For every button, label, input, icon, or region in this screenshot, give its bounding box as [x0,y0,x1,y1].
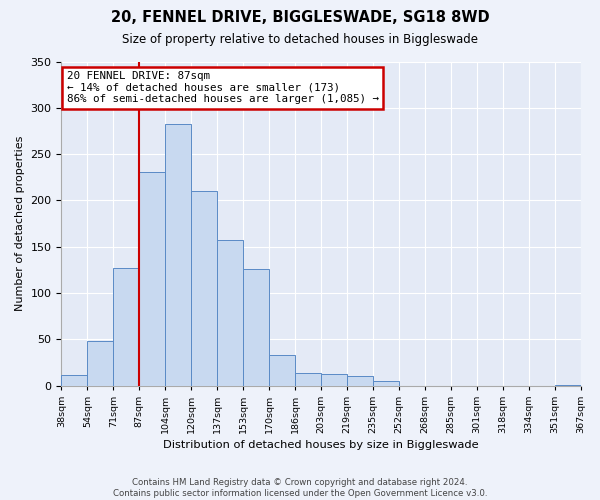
Bar [554,384,581,386]
Bar [191,191,217,386]
Bar [347,376,373,386]
Bar [88,341,113,386]
Bar [61,376,88,386]
Bar [217,240,243,386]
Bar [165,124,191,386]
Text: 20, FENNEL DRIVE, BIGGLESWADE, SG18 8WD: 20, FENNEL DRIVE, BIGGLESWADE, SG18 8WD [110,10,490,25]
Bar [269,355,295,386]
Bar [321,374,347,386]
Y-axis label: Number of detached properties: Number of detached properties [15,136,25,311]
Bar [295,374,321,386]
Text: 20 FENNEL DRIVE: 87sqm
← 14% of detached houses are smaller (173)
86% of semi-de: 20 FENNEL DRIVE: 87sqm ← 14% of detached… [67,71,379,104]
Bar [139,172,165,386]
Text: Size of property relative to detached houses in Biggleswade: Size of property relative to detached ho… [122,32,478,46]
Bar [373,381,399,386]
X-axis label: Distribution of detached houses by size in Biggleswade: Distribution of detached houses by size … [163,440,479,450]
Bar [113,268,139,386]
Bar [243,269,269,386]
Text: Contains HM Land Registry data © Crown copyright and database right 2024.
Contai: Contains HM Land Registry data © Crown c… [113,478,487,498]
